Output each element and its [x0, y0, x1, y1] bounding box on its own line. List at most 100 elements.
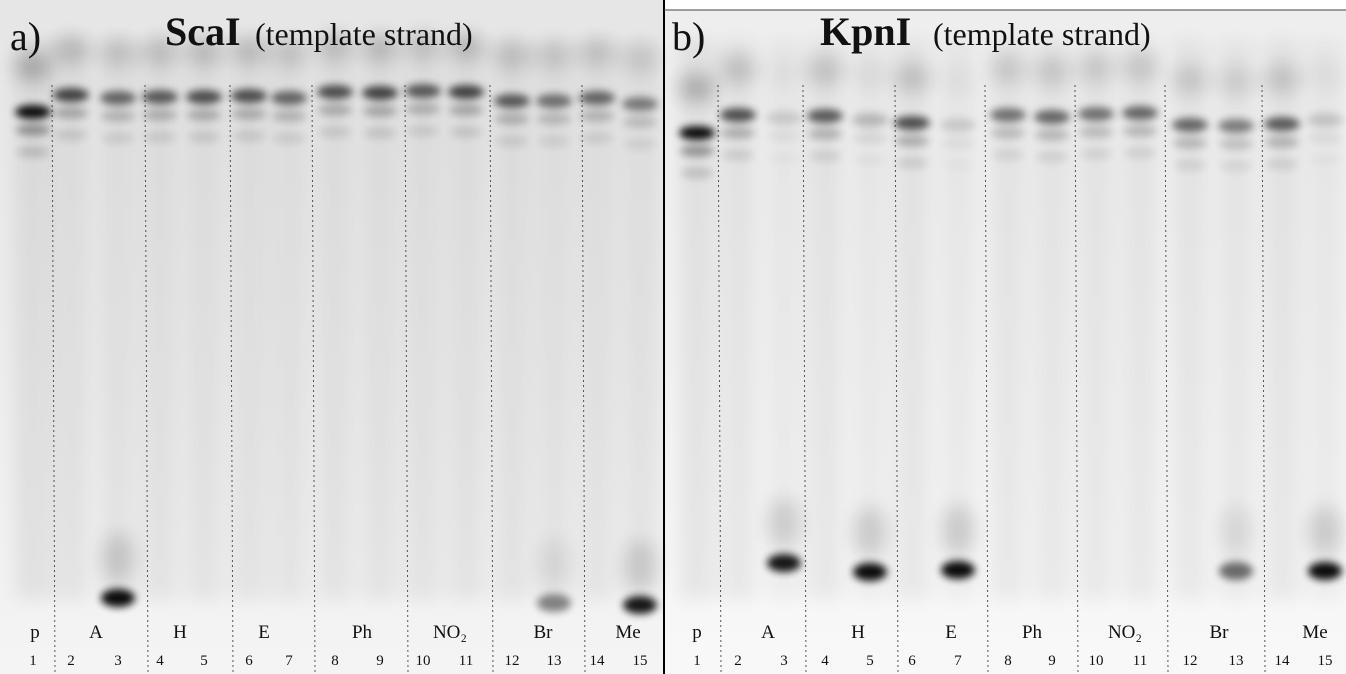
main-band — [679, 126, 715, 140]
lane-smear — [53, 40, 89, 600]
product-band — [853, 563, 887, 581]
sub-band — [406, 103, 440, 115]
product-halo — [768, 498, 800, 548]
upper-band — [53, 36, 89, 64]
main-band — [1218, 119, 1254, 133]
lane-smear — [271, 40, 307, 600]
lane-number: 7 — [285, 653, 293, 669]
main-band — [15, 105, 51, 119]
lane-number: 1 — [29, 653, 37, 669]
group-label: NO₂ — [1108, 622, 1142, 643]
upper-band — [579, 39, 615, 67]
product-band — [101, 589, 135, 607]
sub-band — [721, 127, 755, 139]
main-band — [448, 85, 484, 99]
sub-band — [188, 131, 220, 143]
sub-band — [496, 135, 528, 147]
sub-band — [101, 110, 135, 122]
group-label: E — [258, 622, 270, 643]
main-band — [622, 97, 658, 111]
sub-band — [853, 132, 887, 144]
sub-band — [580, 110, 614, 122]
main-band — [1078, 107, 1114, 121]
gel-bands — [15, 32, 1343, 674]
main-band — [990, 108, 1026, 122]
product-halo — [942, 505, 974, 555]
product-halo — [1309, 506, 1341, 556]
sub-band — [809, 150, 841, 162]
upper-band — [536, 42, 572, 70]
upper-band — [1172, 66, 1208, 94]
panel-label: a) — [10, 14, 41, 59]
main-band — [271, 91, 307, 105]
upper-band — [100, 39, 136, 67]
sub-band — [1265, 136, 1299, 148]
upper-band — [15, 53, 51, 81]
sub-band — [1036, 151, 1068, 163]
upper-band — [1307, 61, 1343, 89]
lane-number: 11 — [1133, 653, 1147, 669]
upper-band — [317, 33, 353, 61]
sub-band — [187, 109, 221, 121]
sub-band — [17, 146, 49, 158]
sub-band — [623, 116, 657, 128]
sub-band — [233, 130, 265, 142]
sub-band — [992, 149, 1024, 161]
main-band — [53, 88, 89, 102]
group-label: p — [30, 622, 40, 643]
sub-band — [1219, 138, 1253, 150]
main-band — [186, 90, 222, 104]
group-label: A — [761, 622, 775, 643]
lane-number: 4 — [821, 653, 829, 669]
lane-number: 1 — [693, 653, 701, 669]
lane-number: 13 — [1229, 653, 1244, 669]
main-band — [362, 86, 398, 100]
sub-band — [1173, 137, 1207, 149]
upper-band — [1218, 67, 1254, 95]
lane-divider — [1074, 84, 1079, 674]
main-band — [536, 94, 572, 108]
group-label: p — [692, 622, 702, 643]
panel-subtitle: (template strand) — [933, 16, 1151, 52]
group-label: A — [89, 622, 103, 643]
product-band — [767, 554, 801, 572]
sub-band — [767, 130, 801, 142]
main-band — [100, 91, 136, 105]
sub-band — [144, 131, 176, 143]
sub-band — [1035, 129, 1069, 141]
sub-band — [942, 159, 974, 171]
sub-band — [1220, 160, 1252, 172]
panel-title: KpnI — [820, 9, 911, 54]
sub-band — [1308, 132, 1342, 144]
upper-band — [405, 32, 441, 60]
lane-number: 12 — [1183, 653, 1198, 669]
upper-band — [766, 59, 802, 87]
upper-band — [448, 33, 484, 61]
sub-band — [54, 107, 88, 119]
group-label: NO₂ — [433, 622, 467, 643]
lane-smear — [494, 40, 530, 600]
sub-band — [896, 157, 928, 169]
sub-band — [232, 108, 266, 120]
lane-divider — [1164, 84, 1169, 674]
sub-band — [1079, 126, 1113, 138]
sub-band — [1266, 158, 1298, 170]
sub-band — [449, 104, 483, 116]
sub-band — [681, 167, 713, 179]
group-label: Ph — [1022, 622, 1043, 643]
upper-band — [494, 42, 530, 70]
lane-number: 7 — [954, 653, 962, 669]
group-label: E — [945, 622, 957, 643]
main-band — [852, 113, 888, 127]
main-band — [766, 111, 802, 125]
lane-smear — [142, 40, 178, 600]
product-band — [941, 561, 975, 579]
labels: a) ScaI (template strand)p A H E Ph NO₂ Br Me1 2 3 4… — [10, 9, 1333, 669]
lane-number: 13 — [547, 653, 562, 669]
lane-number: 4 — [156, 653, 164, 669]
lane-smear — [807, 40, 843, 600]
upper-band — [362, 34, 398, 62]
upper-band — [894, 64, 930, 92]
lane-smear — [990, 40, 1026, 600]
main-band — [1264, 117, 1300, 131]
